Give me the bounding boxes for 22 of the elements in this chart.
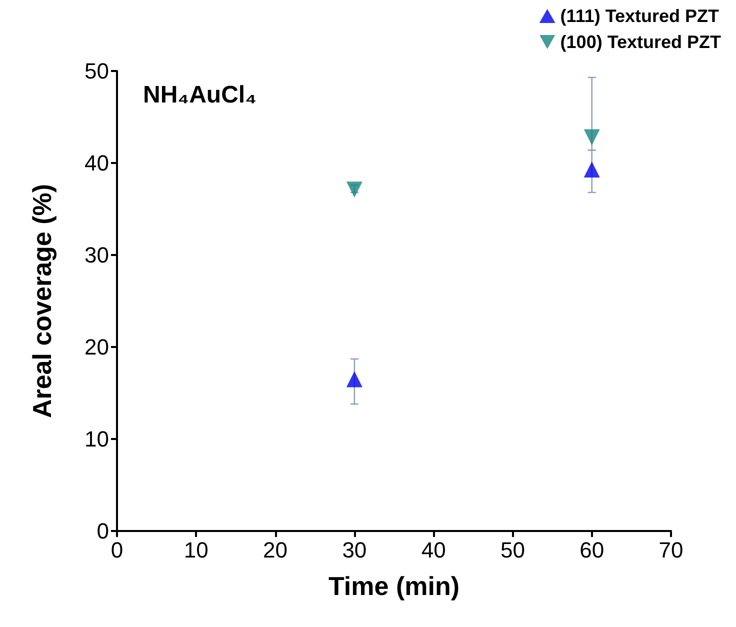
y-tick-label: 50 <box>84 58 109 84</box>
x-tick-label: 50 <box>500 538 525 562</box>
y-tick-label: 20 <box>84 334 109 360</box>
point <box>584 161 600 178</box>
annotation: NH₄AuCl₄ <box>143 82 257 108</box>
x-tick-label: 20 <box>263 538 288 562</box>
x-tick-label: 60 <box>580 538 604 562</box>
point <box>584 129 600 146</box>
y-tick-label: 30 <box>84 242 109 268</box>
y-tick-label: 40 <box>84 150 109 176</box>
x-tick-label: 40 <box>421 538 446 562</box>
x-tick-label: 10 <box>184 538 208 562</box>
y-axis-title: Areal coverage (%) <box>27 184 57 418</box>
point <box>346 371 362 388</box>
y-tick-label: 10 <box>84 426 109 452</box>
point <box>346 182 362 198</box>
x-tick-label: 30 <box>342 538 367 562</box>
x-axis-title: Time (min) <box>328 571 460 601</box>
legend-label: (111) Textured PZT <box>560 6 720 26</box>
legend-label: (100) Textured PZT <box>560 32 722 52</box>
x-tick-label: 70 <box>658 538 684 562</box>
y-tick-label: 0 <box>96 518 109 544</box>
